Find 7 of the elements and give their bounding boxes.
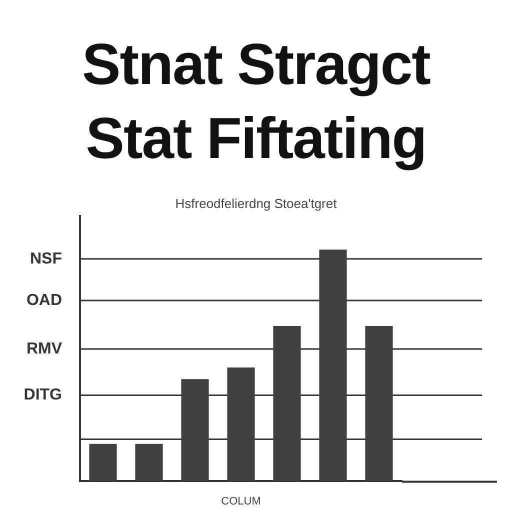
ref-line-label: DITG xyxy=(24,386,62,404)
x-axis-title: COLUM xyxy=(221,495,261,508)
ref-line-label: RMV xyxy=(26,340,62,358)
chart-title: Stnat Stragct Stat Fiftating xyxy=(81,31,432,173)
chart-subtitle: Hsfreodfelierdng Stoea'tgret xyxy=(174,196,338,211)
ref-line-label: OAD xyxy=(26,292,62,309)
ref-line-label: NSF xyxy=(30,250,62,268)
